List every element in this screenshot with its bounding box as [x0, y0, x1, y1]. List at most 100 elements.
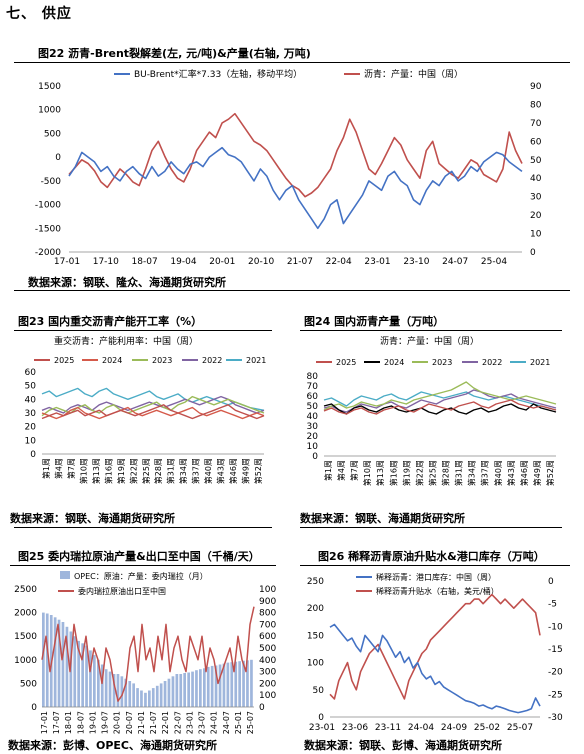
fig25-xtick-11: 22-07 [173, 711, 182, 734]
fig25-bar-12 [89, 650, 92, 707]
fig24-xtick-3: 第10周 [362, 460, 372, 486]
fig24-xtick-17: 第52周 [545, 460, 555, 486]
fig26-yleft-tick-5: 0 [318, 713, 324, 723]
fig23-series-2024 [41, 406, 265, 420]
fig22-xtick-10: 24-07 [442, 257, 468, 267]
fig24-xtick-8: 第25周 [428, 460, 438, 486]
fig25-chart: OPEC：原油：产量：委内瑞拉（月）委内瑞拉原油出口至中国25002000150… [14, 571, 276, 734]
fig23-legend-2025-label: 2025 [54, 356, 74, 365]
fig25-xtick-13: 23-07 [198, 711, 207, 734]
fig24-legend-2023-label: 2023 [432, 358, 452, 367]
fig25-xtick-12: 23-01 [185, 711, 194, 734]
fig23-xtick-15: 第46周 [228, 458, 238, 484]
fig22-chart: BU-Brent*汇率*7.33（左轴，移动平均） 沥青：产量：中国（周） 1500… [35, 68, 542, 267]
fig25-yright-tick-3: 700 [259, 620, 276, 630]
fig25-bar-26 [144, 692, 147, 707]
fig26-xtick-0: 23-01 [309, 723, 335, 733]
fig24-series-2025 [323, 399, 557, 415]
fig25-title: 图25 委内瑞拉原油产量&出口至中国（千桶/天） [18, 550, 260, 563]
fig24-xtick-11: 第34周 [467, 460, 477, 486]
fig22-yleft-tick-4: -500 [41, 177, 62, 187]
fig25-bar-33 [171, 676, 175, 707]
fig25-bar-30 [159, 683, 163, 707]
fig24-xtick-0: 第1周 [323, 460, 333, 481]
fig24-series-2021 [323, 391, 557, 411]
fig23-xtick-16: 第49周 [241, 458, 251, 484]
fig25-yleft-tick-5: 0 [31, 703, 37, 713]
fig25-legend-bar-swatch [60, 571, 70, 579]
fig22-yleft-tick-5: -1000 [35, 201, 61, 211]
fig25-xtick-3: 18-07 [76, 711, 85, 734]
fig24-xtick-2: 第7周 [349, 460, 359, 481]
fig25-yright-tick-0: 1000 [259, 585, 276, 595]
fig22-xtick-3: 19-04 [170, 257, 196, 267]
fig25-xtick-15: 24-07 [222, 711, 231, 734]
fig24-chart: 沥青：产量：中国（周） 2025 2024 2023 2022 2021 807060504… [307, 335, 557, 486]
fig25-bar-35 [179, 674, 183, 707]
fig25-bar-0 [42, 612, 45, 707]
fig26-xtick-5: 25-02 [474, 723, 500, 733]
fig24-legend-2022-label: 2022 [482, 358, 502, 367]
fig22-yright-tick-3: 60 [530, 137, 542, 147]
fig25-bar-8 [73, 636, 77, 707]
fig25-yright-tick-10: 0 [259, 703, 265, 713]
fig24-xtick-9: 第28周 [441, 460, 451, 486]
fig22-yright-tick-8: 10 [530, 230, 542, 240]
fig25-bar-38 [191, 671, 194, 707]
fig25-bar-20 [120, 676, 124, 707]
fig24-series-2022 [323, 389, 557, 413]
fig23-xtick-7: 第22周 [128, 458, 138, 484]
fig23-title: 图23 国内重交沥青产能开工率（%） [18, 315, 203, 328]
fig25-bar-43 [210, 665, 214, 707]
fig22-yright-tick-7: 20 [530, 211, 542, 221]
fig25-bar-34 [175, 674, 179, 707]
fig25-bar-47 [226, 662, 230, 707]
fig22-yright-tick-0: 90 [530, 82, 542, 92]
fig22-yright-tick-9: 0 [530, 248, 536, 258]
fig25-yright-tick-8: 200 [259, 679, 276, 689]
fig24-xtick-7: 第22周 [414, 460, 424, 486]
fig22-series-blue [68, 146, 523, 230]
fig22-legend-red-label: 沥青：产量：中国（周） [364, 68, 463, 80]
fig25-yleft-tick-3: 1000 [14, 656, 37, 666]
fig26-top-rule [300, 565, 570, 566]
fig25-bar-36 [183, 673, 186, 707]
fig25-bar-52 [246, 660, 249, 707]
fig22-yleft-tick-3: 0 [55, 153, 61, 163]
fig25-bar-51 [242, 660, 245, 707]
fig22-series-red [68, 112, 523, 198]
fig25-xtick-6: 20-01 [113, 711, 122, 734]
fig23-xtick-11: 第34周 [178, 458, 188, 484]
fig22-yleft-tick-7: -2000 [35, 248, 61, 258]
fig25-bar-5 [61, 622, 65, 707]
fig25-xtick-7: 20-07 [125, 711, 134, 734]
fig23-xtick-6: 第19周 [116, 458, 126, 484]
fig26-yright-tick-5: -25 [548, 690, 563, 700]
fig24-y-tick-6: 20 [307, 432, 319, 442]
fig25-xtick-17: 25-07 [246, 711, 255, 734]
fig25-yright-tick-4: 600 [259, 632, 276, 642]
fig24-series-2024 [323, 403, 557, 415]
fig23-series-2025 [41, 404, 265, 420]
fig24-subtitle: 沥青：产量：中国（周） [380, 335, 479, 347]
fig23-xtick-2: 第7周 [66, 458, 76, 479]
fig24-xtick-15: 第46周 [519, 460, 529, 486]
fig26-yright-tick-1: -5 [548, 600, 557, 610]
fig25-bar-13 [93, 655, 96, 707]
fig26-xtick-3: 24-04 [408, 723, 434, 733]
fig24-xtick-10: 第31周 [454, 460, 464, 486]
fig25-bar-18 [112, 674, 116, 707]
fig26-legend-red-label: 稀释沥青升贴水（右轴，美元/桶） [376, 586, 499, 596]
fig24-legend-2024-label: 2024 [384, 358, 404, 367]
fig24-xtick-1: 第4周 [336, 460, 346, 481]
fig25-bar-4 [57, 619, 61, 707]
fig25-xtick-1: 17-07 [52, 711, 61, 734]
fig24-y-tick-4: 40 [307, 412, 319, 422]
fig26-series-blue [329, 623, 541, 714]
fig26-xtick-4: 24-09 [441, 723, 467, 733]
fig25-bar-27 [148, 690, 151, 707]
fig24-xtick-4: 第13周 [375, 460, 385, 486]
fig25-bar-25 [140, 690, 143, 707]
fig26-series-red [329, 593, 541, 700]
fig23-series-2023 [41, 395, 265, 417]
